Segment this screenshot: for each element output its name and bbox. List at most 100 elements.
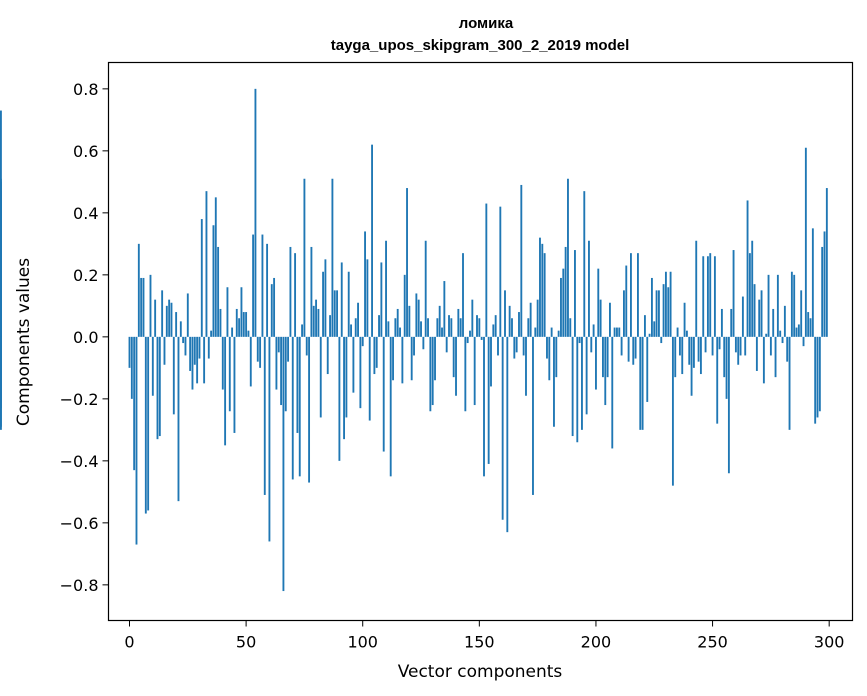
bar — [490, 336, 492, 387]
bar — [604, 336, 607, 406]
bar — [590, 336, 593, 353]
bar — [480, 336, 483, 340]
bar — [128, 336, 131, 368]
bar — [804, 147, 807, 337]
bar — [525, 336, 527, 396]
bar — [168, 299, 171, 337]
chart-title: ломика — [459, 15, 514, 32]
bar — [718, 336, 721, 350]
bar — [301, 324, 304, 337]
bar — [331, 178, 334, 337]
bar — [639, 336, 642, 430]
bar — [506, 336, 509, 533]
bar — [534, 327, 537, 337]
x-tick-label: 250 — [697, 633, 728, 652]
bar — [350, 324, 352, 337]
bar — [135, 336, 138, 545]
bar — [291, 336, 294, 480]
bar — [130, 336, 133, 399]
y-tick-label: −0.8 — [60, 576, 99, 595]
bar — [553, 336, 555, 427]
y-tick-label: 0.2 — [73, 266, 98, 285]
bar — [667, 287, 670, 337]
bar — [581, 336, 583, 430]
bar — [193, 336, 196, 365]
bar — [571, 336, 574, 437]
bar — [399, 327, 401, 337]
bar — [818, 336, 821, 412]
x-tick-label: 100 — [347, 633, 378, 652]
x-axis-ticks: 0 50 100 150 200 250 300 — [124, 620, 844, 652]
bar — [450, 318, 453, 337]
bar — [632, 336, 635, 365]
bar — [151, 336, 154, 396]
bar — [266, 243, 269, 337]
bar — [186, 293, 189, 337]
bar — [179, 321, 182, 337]
bar — [165, 305, 168, 337]
bar — [133, 336, 136, 471]
bar — [536, 299, 539, 337]
bar — [660, 336, 663, 344]
bar — [319, 336, 322, 418]
bar — [417, 299, 420, 337]
bar — [706, 256, 709, 337]
bar — [751, 240, 754, 337]
bar — [240, 287, 243, 337]
bar — [448, 315, 450, 337]
x-tick-label: 200 — [581, 633, 612, 652]
y-tick-label: −0.2 — [60, 390, 99, 409]
bar — [375, 336, 378, 368]
bar — [275, 336, 278, 390]
y-tick-label: 0.6 — [73, 142, 98, 161]
bar — [499, 206, 502, 337]
bar — [434, 336, 436, 381]
bar — [613, 327, 616, 337]
bar — [727, 336, 730, 474]
bar — [697, 336, 700, 362]
bar — [583, 191, 586, 337]
bar — [261, 234, 264, 337]
y-tick-label: −0.6 — [60, 514, 99, 533]
bar — [235, 308, 238, 337]
bar — [315, 299, 318, 337]
bar — [144, 336, 147, 514]
bar — [692, 336, 695, 368]
bar — [368, 336, 371, 421]
y-tick-label: 0.0 — [73, 328, 98, 347]
bar — [650, 277, 653, 337]
bar — [560, 277, 562, 337]
y-axis-label: Components values — [14, 258, 34, 426]
bar — [755, 336, 758, 371]
bar — [588, 240, 590, 337]
bar — [683, 302, 686, 337]
bar — [741, 296, 744, 337]
bar — [289, 246, 292, 337]
bar — [676, 327, 679, 337]
bar — [459, 318, 462, 337]
bar — [823, 231, 826, 337]
bar — [413, 336, 415, 356]
bar — [776, 274, 779, 337]
bar — [634, 336, 637, 359]
bar — [546, 336, 548, 359]
bar — [513, 336, 516, 359]
bar — [655, 290, 658, 337]
bar — [606, 336, 609, 378]
bar — [557, 330, 560, 337]
bar — [473, 336, 476, 406]
bar — [280, 336, 283, 406]
bar — [252, 234, 255, 337]
bar — [354, 318, 357, 337]
bar — [795, 327, 798, 337]
bar — [443, 281, 446, 337]
bar — [270, 284, 273, 337]
bar — [522, 336, 525, 356]
bar — [408, 305, 411, 337]
bar — [347, 271, 350, 337]
bar — [175, 312, 178, 337]
bar — [172, 336, 175, 415]
bar — [758, 299, 761, 337]
bar — [548, 336, 551, 381]
